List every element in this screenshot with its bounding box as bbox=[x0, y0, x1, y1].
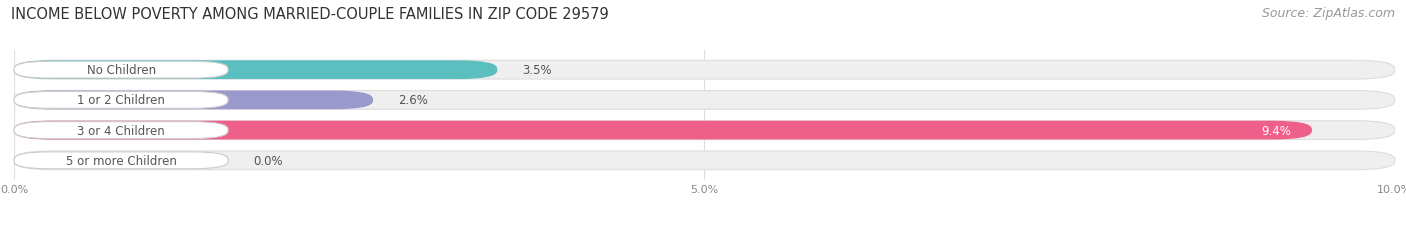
FancyBboxPatch shape bbox=[14, 92, 228, 109]
FancyBboxPatch shape bbox=[14, 61, 1395, 80]
FancyBboxPatch shape bbox=[14, 122, 228, 139]
FancyBboxPatch shape bbox=[14, 62, 228, 79]
Text: 2.6%: 2.6% bbox=[398, 94, 427, 107]
FancyBboxPatch shape bbox=[14, 91, 373, 110]
Text: Source: ZipAtlas.com: Source: ZipAtlas.com bbox=[1261, 7, 1395, 20]
Text: 1 or 2 Children: 1 or 2 Children bbox=[77, 94, 165, 107]
Text: 9.4%: 9.4% bbox=[1261, 124, 1291, 137]
FancyBboxPatch shape bbox=[14, 151, 1395, 170]
FancyBboxPatch shape bbox=[14, 152, 228, 169]
Text: INCOME BELOW POVERTY AMONG MARRIED-COUPLE FAMILIES IN ZIP CODE 29579: INCOME BELOW POVERTY AMONG MARRIED-COUPL… bbox=[11, 7, 609, 22]
Text: 3.5%: 3.5% bbox=[522, 64, 551, 77]
Text: 5 or more Children: 5 or more Children bbox=[66, 154, 177, 167]
FancyBboxPatch shape bbox=[14, 121, 1395, 140]
FancyBboxPatch shape bbox=[14, 91, 1395, 110]
Text: 3 or 4 Children: 3 or 4 Children bbox=[77, 124, 165, 137]
FancyBboxPatch shape bbox=[14, 121, 1312, 140]
Text: No Children: No Children bbox=[87, 64, 156, 77]
Text: 0.0%: 0.0% bbox=[253, 154, 283, 167]
FancyBboxPatch shape bbox=[14, 61, 498, 80]
